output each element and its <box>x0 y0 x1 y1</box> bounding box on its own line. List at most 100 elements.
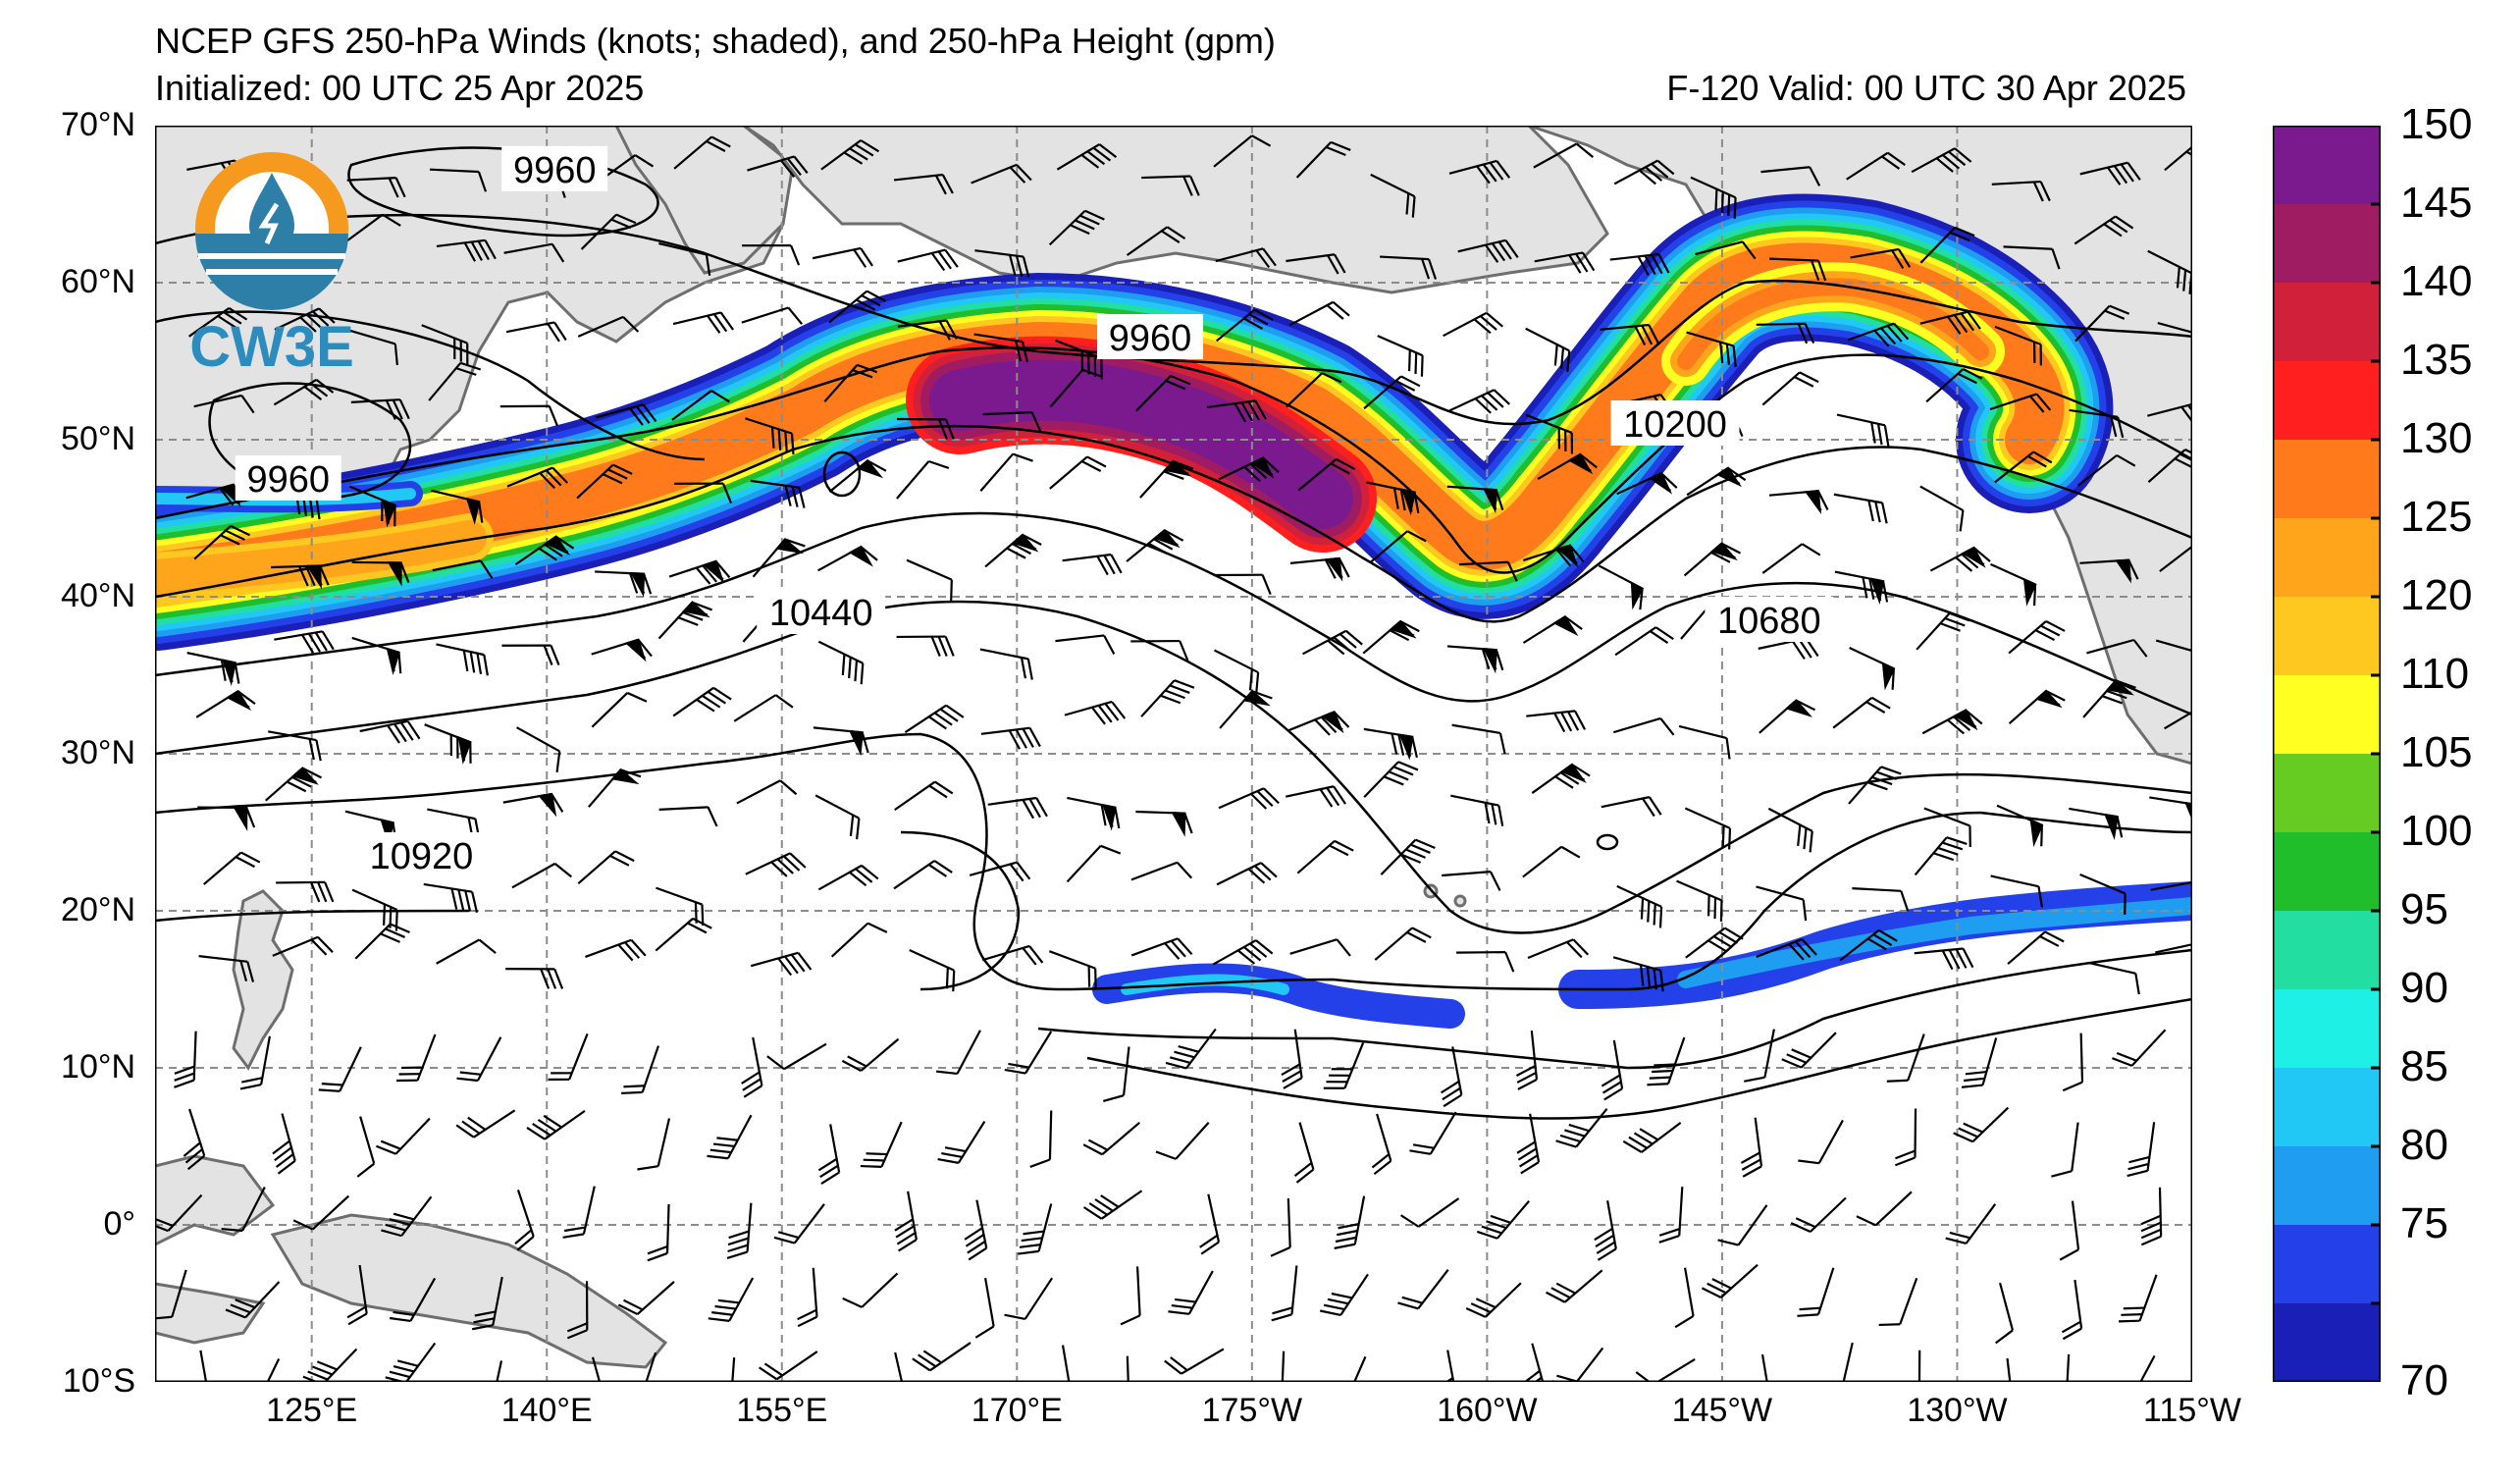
wind-barb <box>272 1113 296 1175</box>
wind-barb <box>1141 175 1200 196</box>
wind-barb <box>1443 311 1503 338</box>
wind-barb <box>428 361 482 401</box>
wind-barb <box>198 955 255 982</box>
wind-barb <box>2164 702 2192 730</box>
wind-barb <box>1833 493 1888 524</box>
wind-barb <box>2086 638 2148 658</box>
wind-barb <box>1695 240 1757 260</box>
wind-barb <box>1522 845 1581 878</box>
wind-barb <box>766 1042 827 1071</box>
colorbar-swatch <box>2273 675 2381 754</box>
contour-label-bg <box>235 455 341 501</box>
wind-barb <box>897 319 958 341</box>
cw3e-logo: CW3E <box>189 152 354 379</box>
wind-barb <box>1130 639 1189 662</box>
wind-barb <box>1961 1037 1998 1088</box>
wind-barb <box>1760 1353 1772 1382</box>
wind-barb <box>1280 1351 1286 1382</box>
lat-tick-label: 60°N <box>61 263 135 300</box>
wind-barb <box>1206 399 1267 423</box>
wind-barb <box>436 238 497 262</box>
wind-barb <box>1852 886 1910 912</box>
wind-barb <box>828 458 887 493</box>
lon-tick-label: 160°W <box>1437 1392 1538 1429</box>
wind-barb <box>1302 629 1363 656</box>
wind-barb <box>1164 1348 1225 1375</box>
lat-tick-label: 30°N <box>61 734 135 771</box>
wind-barb <box>1293 1122 1315 1184</box>
wind-barb <box>1531 763 1591 794</box>
wind-barb <box>974 249 1030 278</box>
wind-barb <box>841 1037 900 1072</box>
wind-barb <box>1921 709 1983 735</box>
wind-barb <box>1286 253 1346 275</box>
wind-barb <box>1676 879 1723 922</box>
wind-barb <box>1285 785 1346 808</box>
wind-barb <box>1056 143 1118 171</box>
wind-barb <box>1458 560 1518 582</box>
wind-barb <box>747 155 809 179</box>
wind-barb <box>817 1124 841 1185</box>
wind-barb <box>1048 950 1097 990</box>
wind-barb <box>221 1186 266 1233</box>
contour-label-bg <box>501 145 608 191</box>
wind-barb <box>655 917 712 952</box>
wind-barb <box>1126 226 1186 256</box>
colorbar-label: 95 <box>2400 885 2448 933</box>
wind-barb <box>1082 1190 1143 1220</box>
wind-barb <box>893 173 954 195</box>
wind-barb <box>672 686 732 717</box>
wind-barb <box>2007 930 2065 965</box>
wind-barb <box>576 463 633 500</box>
lat-tick-label: 70°N <box>61 106 135 143</box>
wind-barb <box>1609 252 1670 276</box>
wind-barb <box>359 719 421 744</box>
wind-barb <box>1523 544 1585 568</box>
contour-label: 9960 <box>246 459 330 501</box>
wind-barb <box>1760 166 1821 186</box>
wind-barb <box>733 694 794 722</box>
wind-barb <box>729 1357 736 1382</box>
wind-barb <box>1295 140 1351 179</box>
wind-barb <box>381 1195 433 1238</box>
wind-barb <box>2126 1122 2156 1178</box>
wind-barb <box>562 1186 596 1239</box>
wind-barb <box>354 923 410 960</box>
wind-barb <box>820 139 880 171</box>
wind-barb <box>894 1191 918 1252</box>
wind-barb <box>193 394 255 414</box>
wind-barb <box>271 564 330 590</box>
wind-barb <box>1781 1032 1837 1069</box>
wind-barb <box>1613 159 1675 185</box>
colorbar-swatch <box>2273 1225 2381 1303</box>
wind-barb <box>1759 699 1816 734</box>
wind-barb <box>1832 696 1891 729</box>
wind-barb <box>1363 761 1419 798</box>
contour-label: 10200 <box>1623 404 1727 446</box>
wind-barb <box>673 482 733 504</box>
wind-barb <box>376 1117 431 1155</box>
wind-barb <box>1744 1029 1775 1083</box>
wind-barb <box>1994 325 2042 366</box>
wind-barb <box>2118 1274 2158 1323</box>
wind-barb <box>897 248 959 272</box>
wind-barb <box>773 1203 825 1245</box>
wind-barb <box>759 1351 818 1381</box>
wind-barb <box>174 1031 197 1088</box>
wind-barb <box>1839 928 1898 962</box>
wind-barb <box>267 730 322 762</box>
wind-barb <box>1140 679 1195 717</box>
wind-barb <box>351 636 402 675</box>
wind-barb <box>1516 1113 1541 1175</box>
wind-barb <box>1840 1342 1854 1382</box>
wind-barb <box>431 489 484 525</box>
wind-barb <box>1066 844 1122 883</box>
wind-barb <box>621 1045 660 1094</box>
wind-barb <box>987 796 1048 820</box>
jet-core <box>929 359 1353 529</box>
wind-barb <box>658 806 718 827</box>
wind-barb <box>2062 1033 2084 1092</box>
wind-barb <box>1683 542 1742 577</box>
wind-barb <box>896 417 955 440</box>
contour-label-bg <box>1097 314 1204 359</box>
